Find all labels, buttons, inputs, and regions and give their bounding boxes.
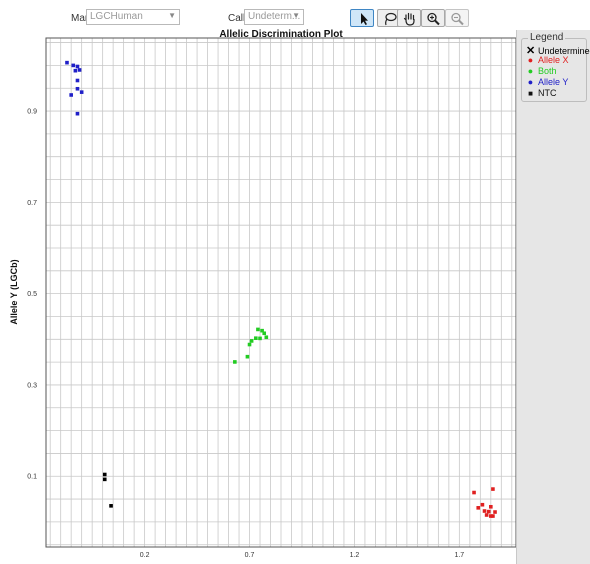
data-point-allele-y[interactable] (69, 93, 73, 97)
chevron-down-icon: ▼ (168, 11, 176, 20)
y-tick-label: 0.9 (27, 109, 37, 116)
pan-hand-icon (403, 12, 415, 26)
pointer-icon (361, 13, 368, 25)
data-point-ntc[interactable] (109, 504, 113, 508)
red-dot-icon: ● (527, 55, 534, 65)
y-tick-label: 0.1 (27, 474, 37, 481)
data-point-allele-y[interactable] (77, 68, 82, 72)
data-point-allele-x[interactable] (472, 490, 476, 495)
y-axis-label: Allele Y (LGCb) (9, 259, 19, 324)
data-point-both[interactable] (233, 360, 237, 364)
x-tick-label: 1.7 (454, 552, 464, 559)
call-label: Call: (228, 13, 249, 24)
data-point-both[interactable] (254, 336, 258, 340)
data-point-allele-y[interactable] (75, 111, 80, 116)
blue-dot-icon: ● (527, 77, 534, 87)
legend-label: Undetermined (538, 46, 590, 56)
y-tick-label: 0.3 (27, 382, 37, 389)
data-point-allele-x[interactable] (486, 509, 491, 514)
marker-value: LGCHuman (90, 11, 143, 22)
zoom-out-icon (451, 12, 464, 26)
y-tick-label: 0.5 (27, 291, 37, 298)
legend-label: Allele X (538, 55, 569, 65)
data-point-allele-y[interactable] (75, 64, 80, 69)
zoom-out-tool-button[interactable] (445, 9, 469, 27)
data-point-ntc[interactable] (102, 472, 107, 477)
data-point-allele-y[interactable] (65, 60, 69, 65)
data-point-both[interactable] (256, 327, 260, 332)
pan-tool-button[interactable] (397, 9, 421, 27)
y-tick-label: 0.7 (27, 200, 37, 207)
legend-label: Allele Y (538, 77, 569, 87)
data-point-allele-x[interactable] (493, 510, 497, 514)
data-point-allele-x[interactable] (482, 509, 487, 513)
data-point-allele-x[interactable] (489, 504, 493, 509)
x-mark-icon: ✕ (526, 45, 536, 57)
lasso-tool-button[interactable] (377, 9, 401, 27)
marker-select[interactable]: LGCHuman ▼ (86, 9, 180, 25)
data-point-allele-x[interactable] (491, 514, 495, 518)
x-tick-label: 0.2 (140, 552, 150, 559)
legend-item-allele-y: ● Allele Y (526, 77, 569, 88)
data-point-allele-y[interactable] (71, 63, 76, 68)
data-point-allele-x[interactable] (489, 514, 493, 518)
data-point-both[interactable] (264, 335, 269, 340)
data-point-allele-x[interactable] (491, 487, 495, 491)
x-tick-label: 1.2 (350, 552, 360, 559)
legend: Legend ✕ Undetermined ● Allele X ● Both ● Al… (521, 32, 590, 102)
data-point-allele-y[interactable] (75, 86, 80, 91)
lasso-icon (385, 12, 397, 26)
legend-title: Legend (528, 32, 566, 43)
toolbar: Marker: LGCHuman ▼ Call: Undeterm... ▼ (0, 0, 590, 30)
allelic-discrimination-plot[interactable]: Allelic Discrimination Plot Allele Y (LG… (0, 0, 516, 564)
legend-item-both: ● Both (526, 66, 557, 77)
data-point-allele-x[interactable] (484, 513, 489, 517)
legend-item-ntc: ■ NTC (526, 88, 557, 99)
x-tick-label: 0.7 (245, 552, 255, 559)
legend-label: Both (538, 66, 557, 76)
chart-title: Allelic Discrimination Plot (219, 29, 343, 40)
legend-label: NTC (538, 88, 557, 98)
data-point-both[interactable] (258, 336, 262, 341)
data-point-allele-y[interactable] (73, 68, 78, 73)
chevron-down-icon: ▼ (292, 11, 300, 20)
data-point-both[interactable] (249, 339, 254, 343)
plot-frame (45, 37, 516, 548)
call-select[interactable]: Undeterm... ▼ (244, 9, 304, 25)
legend-panel: Legend ✕ Undetermined ● Allele X ● Both ● Al… (516, 30, 590, 564)
data-point-allele-x[interactable] (476, 506, 481, 510)
data-points (65, 60, 497, 518)
data-point-both[interactable] (260, 328, 264, 333)
zoom-in-icon (427, 12, 440, 26)
data-point-both[interactable] (262, 331, 267, 336)
data-point-allele-y[interactable] (79, 90, 84, 94)
data-point-allele-y[interactable] (75, 78, 80, 83)
pointer-tool-button[interactable] (350, 9, 374, 27)
data-point-ntc[interactable] (102, 477, 107, 482)
data-point-both[interactable] (247, 342, 252, 347)
legend-item-allele-x: ● Allele X (526, 55, 569, 66)
data-point-allele-x[interactable] (480, 502, 485, 507)
zoom-in-tool-button[interactable] (421, 9, 445, 27)
call-value: Undeterm... (248, 11, 301, 22)
green-dot-icon: ● (527, 66, 534, 76)
black-square-icon: ■ (528, 89, 533, 98)
legend-item-undetermined: ✕ Undetermined (526, 44, 590, 57)
axis-ticks: 0.2 0.7 1.2 1.7 0.1 0.3 0.5 0.7 0.9 (27, 109, 464, 559)
data-point-both[interactable] (245, 354, 250, 359)
grid (46, 38, 516, 547)
